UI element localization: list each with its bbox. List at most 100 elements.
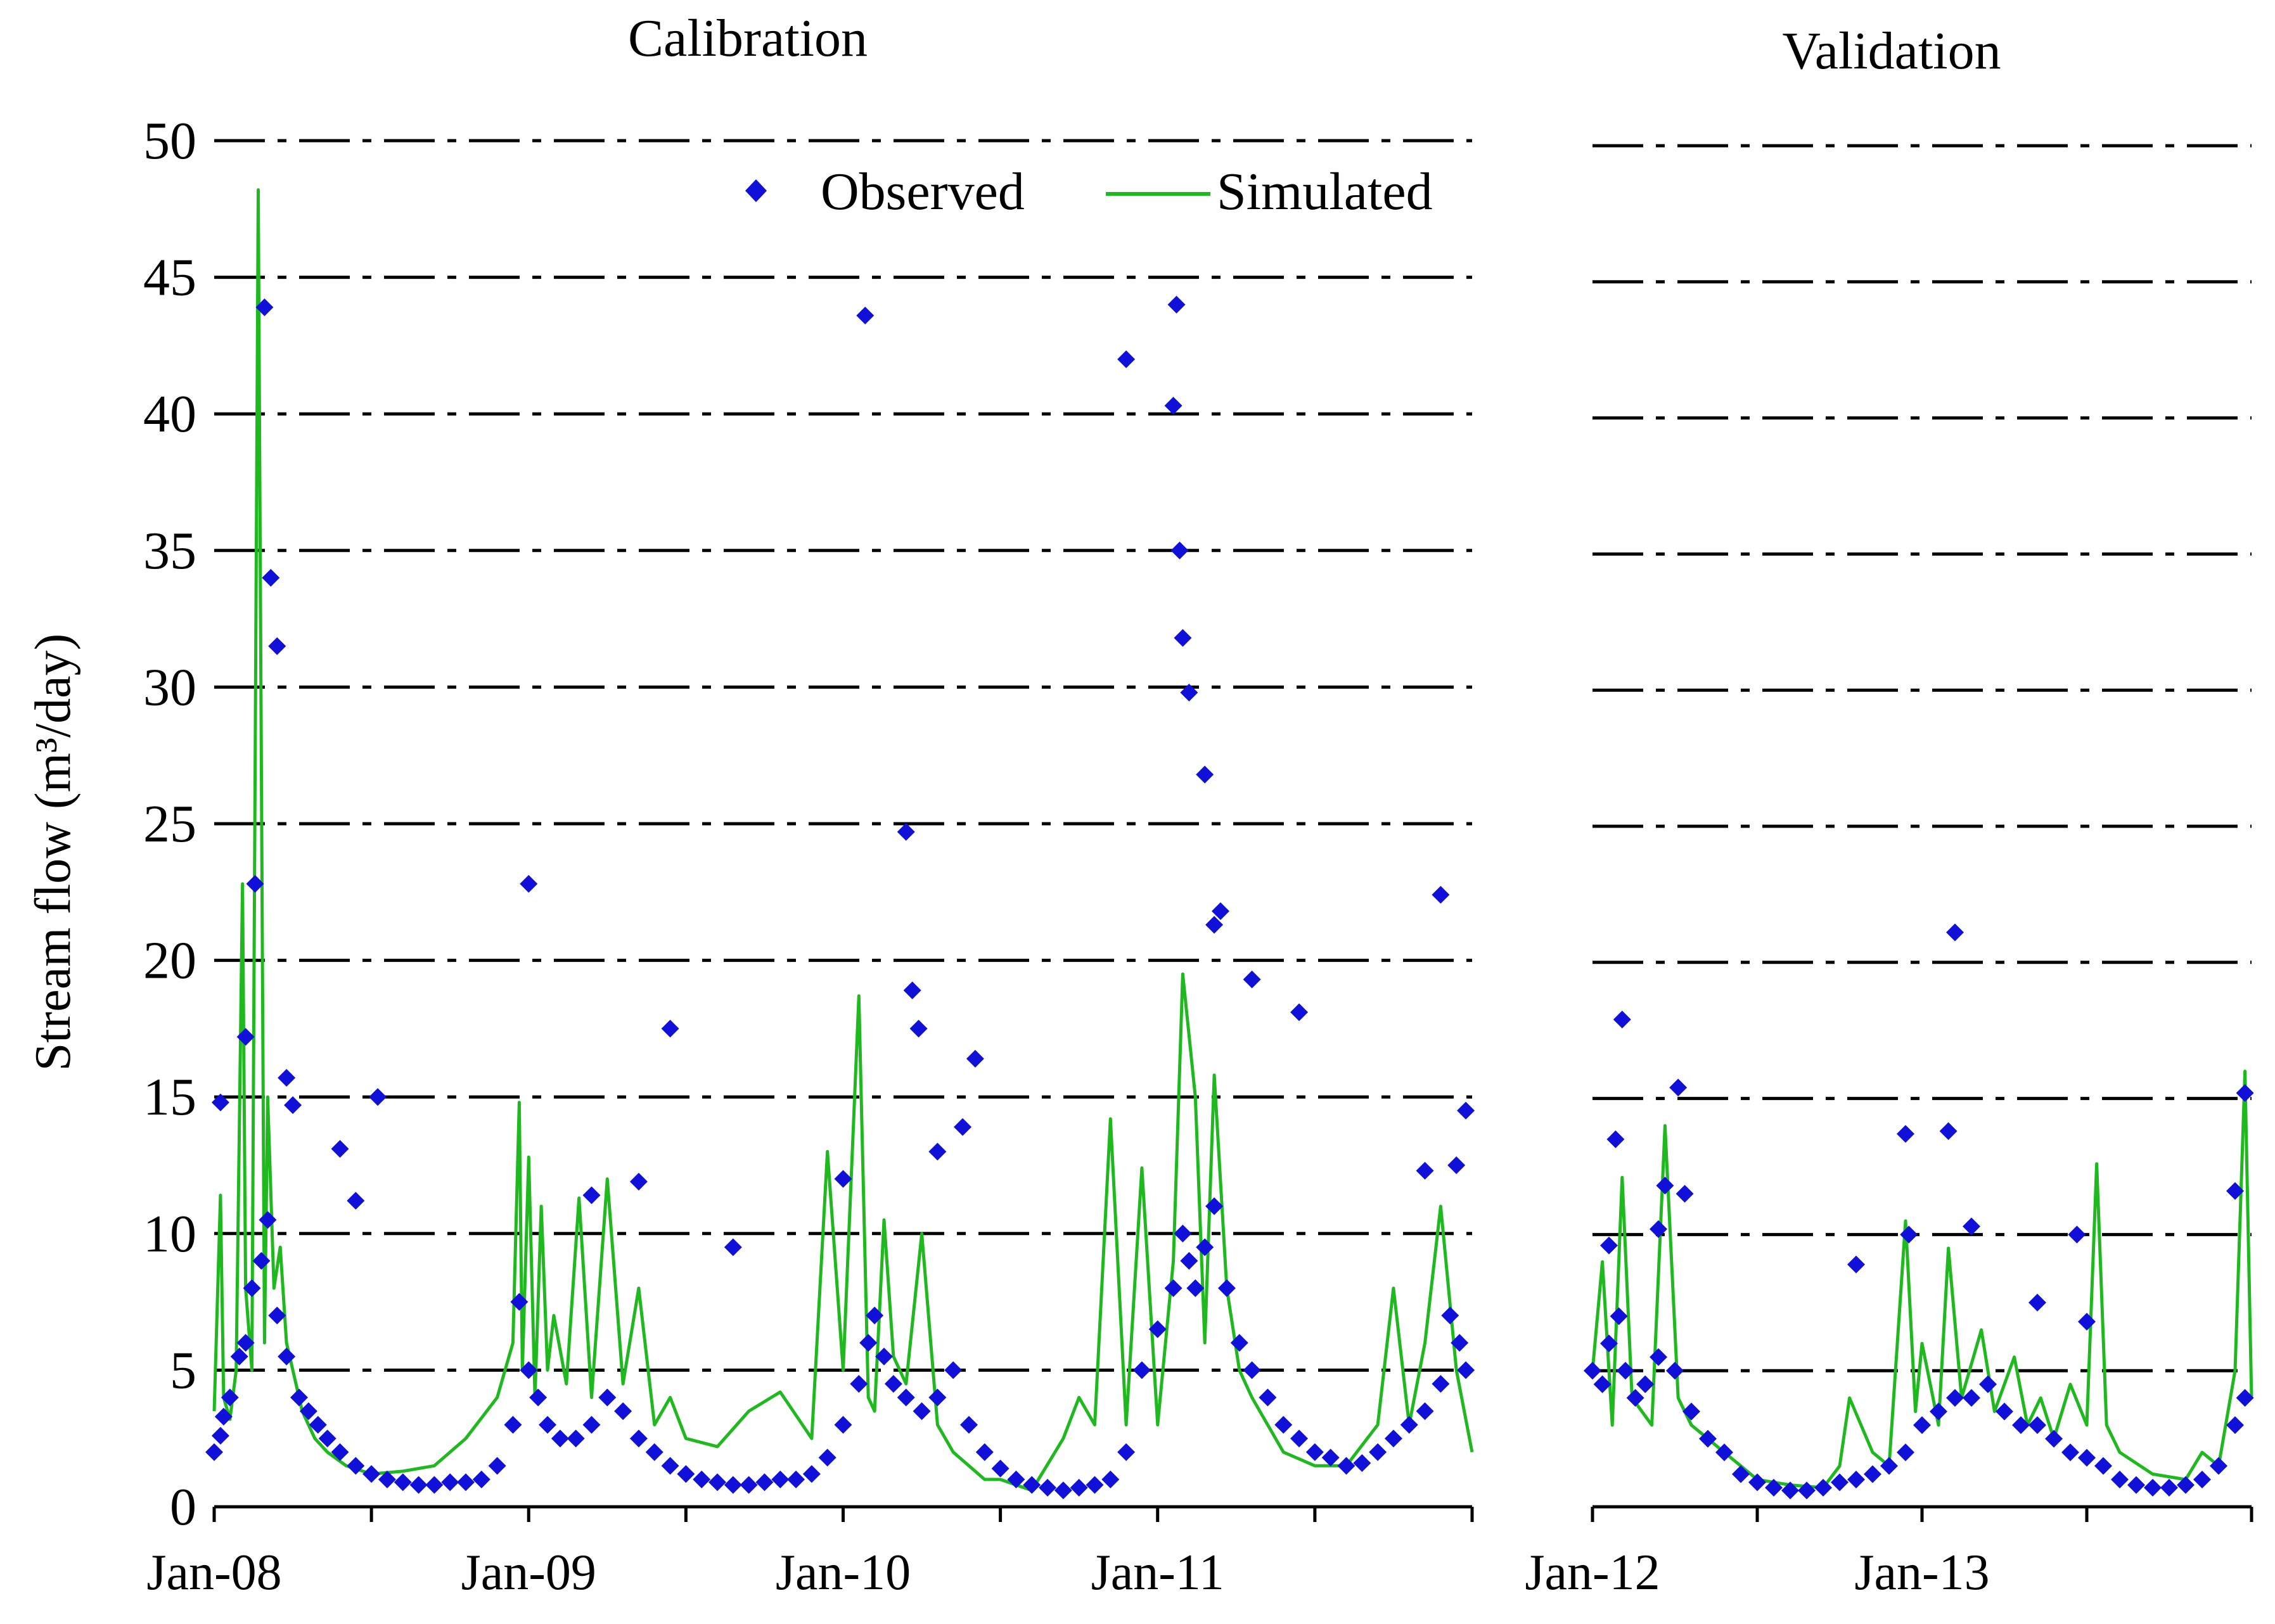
observed-point xyxy=(278,1069,296,1087)
observed-point xyxy=(866,1307,884,1325)
x-tick-label: Jan-11 xyxy=(1091,1545,1224,1601)
observed-point xyxy=(1682,1402,1700,1421)
observed-point xyxy=(645,1443,663,1461)
observed-point xyxy=(1007,1470,1025,1488)
simulated-line-calibration xyxy=(212,188,1474,1492)
observed-point xyxy=(2045,1429,2063,1448)
observed-point xyxy=(1939,1122,1958,1141)
observed-point xyxy=(1205,1197,1224,1215)
observed-point xyxy=(1900,1225,1918,1244)
observed-point xyxy=(1656,1177,1674,1195)
observed-point xyxy=(1600,1334,1618,1353)
observed-point xyxy=(1847,1471,1865,1489)
observed-point xyxy=(2236,1389,2254,1407)
observed-point xyxy=(205,1443,223,1461)
observed-point xyxy=(567,1429,585,1448)
observed-point xyxy=(1186,1279,1205,1298)
observed-point xyxy=(1930,1402,1947,1421)
observed-point xyxy=(230,1347,248,1365)
observed-point xyxy=(1167,295,1186,314)
observed-point xyxy=(551,1429,569,1448)
observed-point xyxy=(1180,684,1198,702)
observed-point xyxy=(1593,1375,1612,1393)
observed-point xyxy=(629,1172,648,1191)
observed-point xyxy=(1196,1238,1214,1256)
observed-point xyxy=(1243,970,1261,988)
observed-point xyxy=(1416,1402,1434,1421)
observed-point xyxy=(378,1470,396,1488)
observed-point xyxy=(441,1473,459,1492)
observed-point xyxy=(1600,1236,1618,1255)
observed-point xyxy=(268,637,286,655)
observed-point xyxy=(1814,1478,1832,1497)
x-tick-label: Jan-08 xyxy=(146,1545,281,1601)
observed-point xyxy=(1174,1224,1192,1243)
observed-point xyxy=(246,874,264,893)
observed-point xyxy=(211,1426,229,1445)
y-tick-label: 30 xyxy=(143,658,196,717)
observed-point xyxy=(629,1429,648,1448)
observed-point xyxy=(1626,1389,1644,1407)
observed-point xyxy=(944,1361,963,1379)
observed-point xyxy=(1798,1481,1816,1500)
observed-point xyxy=(693,1470,711,1488)
observed-point xyxy=(529,1388,548,1407)
observed-point xyxy=(221,1388,239,1407)
observed-point xyxy=(724,1238,742,1256)
observed-point xyxy=(299,1402,317,1421)
y-axis-label: Stream flow (m³/day) xyxy=(25,634,81,1071)
observed-point xyxy=(369,1088,387,1106)
legend-observed-label: Observed xyxy=(821,162,1025,221)
observed-point xyxy=(724,1476,742,1494)
observed-point xyxy=(1676,1184,1694,1203)
observed-point xyxy=(2028,1416,2046,1435)
observed-point xyxy=(2177,1476,2195,1494)
calibration-gridlines xyxy=(214,139,1472,1372)
observed-point xyxy=(362,1465,381,1483)
observed-point xyxy=(520,874,538,893)
observed-point xyxy=(1205,916,1224,934)
observed-point xyxy=(850,1374,868,1393)
observed-point xyxy=(1669,1078,1688,1097)
observed-point xyxy=(1305,1443,1324,1461)
observed-point xyxy=(755,1473,774,1492)
observed-point xyxy=(211,1093,229,1111)
observed-point xyxy=(347,1192,365,1210)
y-tick-label: 10 xyxy=(143,1205,196,1263)
x-tick-label: Jan-13 xyxy=(1854,1545,1989,1601)
observed-point xyxy=(1666,1362,1684,1380)
observed-point xyxy=(2226,1416,2244,1435)
observed-point xyxy=(2012,1416,2030,1435)
observed-point xyxy=(457,1473,475,1492)
validation-gridlines xyxy=(1592,144,2252,1372)
observed-point xyxy=(975,1443,994,1461)
observed-point xyxy=(1023,1476,1041,1494)
observed-point xyxy=(1148,1320,1167,1338)
observed-point xyxy=(236,1334,255,1352)
observed-point xyxy=(991,1459,1009,1478)
legend-observed-marker xyxy=(745,179,767,202)
observed-point xyxy=(1132,1361,1151,1379)
observed-point xyxy=(347,1457,365,1475)
observed-point xyxy=(1617,1362,1634,1380)
observed-point xyxy=(1765,1478,1783,1497)
observed-point xyxy=(1170,541,1189,559)
observed-point xyxy=(2078,1312,2096,1331)
observed-point xyxy=(1451,1334,1469,1352)
x-tick-label: Jan-12 xyxy=(1525,1545,1660,1601)
y-tick-label: 40 xyxy=(143,385,196,444)
observed-point xyxy=(1217,1279,1236,1298)
y-tick-label: 5 xyxy=(170,1341,196,1400)
legend-simulated-label: Simulated xyxy=(1217,162,1433,221)
observed-point xyxy=(1259,1388,1277,1407)
observed-point xyxy=(539,1416,557,1434)
observed-point xyxy=(1432,886,1450,904)
observed-point xyxy=(236,1028,255,1046)
observed-point xyxy=(1715,1443,1733,1462)
observed-point xyxy=(331,1443,349,1461)
observed-point xyxy=(598,1388,617,1407)
observed-point xyxy=(1650,1348,1667,1366)
observed-point xyxy=(859,1334,878,1352)
observed-point xyxy=(318,1429,336,1448)
observed-point xyxy=(1290,1003,1309,1021)
